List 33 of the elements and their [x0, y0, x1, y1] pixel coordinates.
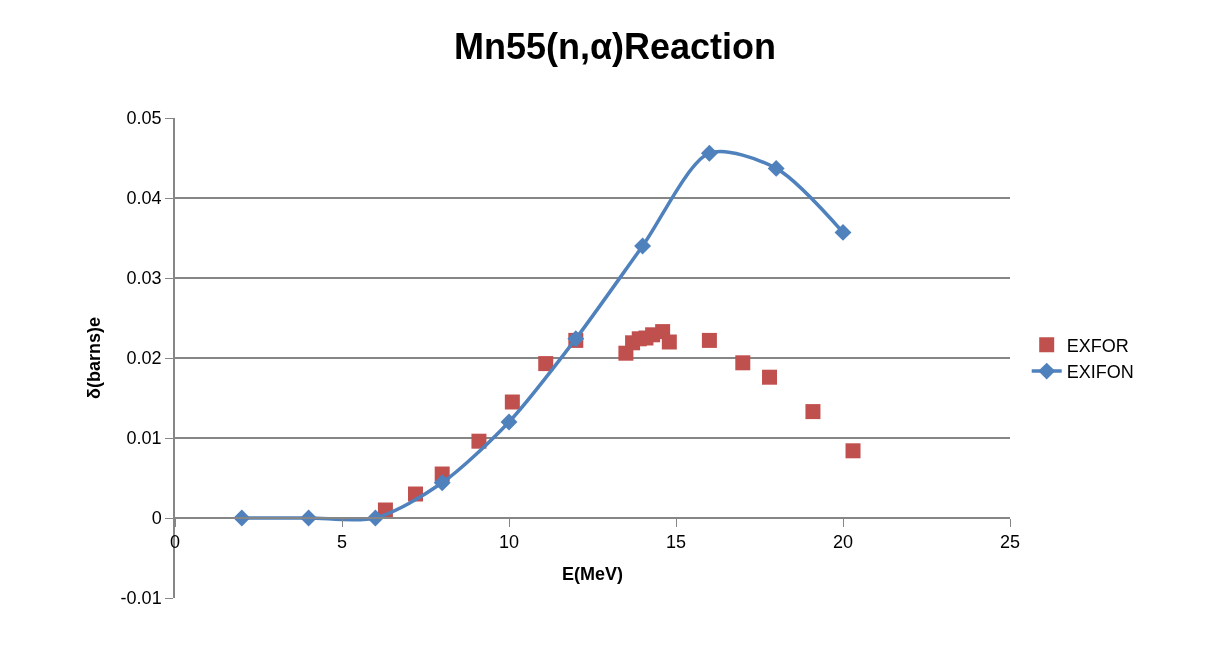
point [433, 474, 451, 492]
legend-label: EXIFON [1066, 362, 1134, 383]
point [735, 355, 751, 371]
x-tick-label: 0 [169, 532, 181, 553]
chart-title: Mn55(n,α)Reaction [453, 25, 777, 67]
legend-label: EXFOR [1066, 335, 1129, 356]
x-tick-label: 5 [336, 532, 348, 553]
point [700, 144, 718, 162]
y-tick-label: 0.02 [126, 348, 162, 369]
y-tick-label: 0.01 [126, 428, 162, 449]
point [845, 443, 861, 459]
y-axis-title: δ(barns)e [84, 317, 105, 399]
y-tick-label: 0.03 [126, 268, 162, 289]
point [805, 404, 821, 420]
x-tick-label: 15 [665, 532, 687, 553]
point [471, 433, 487, 449]
point [634, 237, 652, 255]
x-axis-title: E(MeV) [561, 563, 624, 584]
point [834, 223, 852, 241]
point [762, 369, 778, 385]
point [767, 159, 785, 177]
point [500, 413, 518, 431]
point [661, 334, 677, 350]
point [701, 332, 717, 348]
y-tick-label: 0.05 [126, 108, 162, 129]
point [504, 394, 520, 410]
point [538, 356, 554, 372]
x-tick-label: 20 [832, 532, 854, 553]
y-tick-label: 0.04 [126, 188, 162, 209]
x-tick-label: 25 [999, 532, 1021, 553]
y-tick-label: 0 [151, 508, 162, 529]
x-tick-label: 10 [498, 532, 520, 553]
y-tick-label: -0.01 [120, 588, 162, 609]
